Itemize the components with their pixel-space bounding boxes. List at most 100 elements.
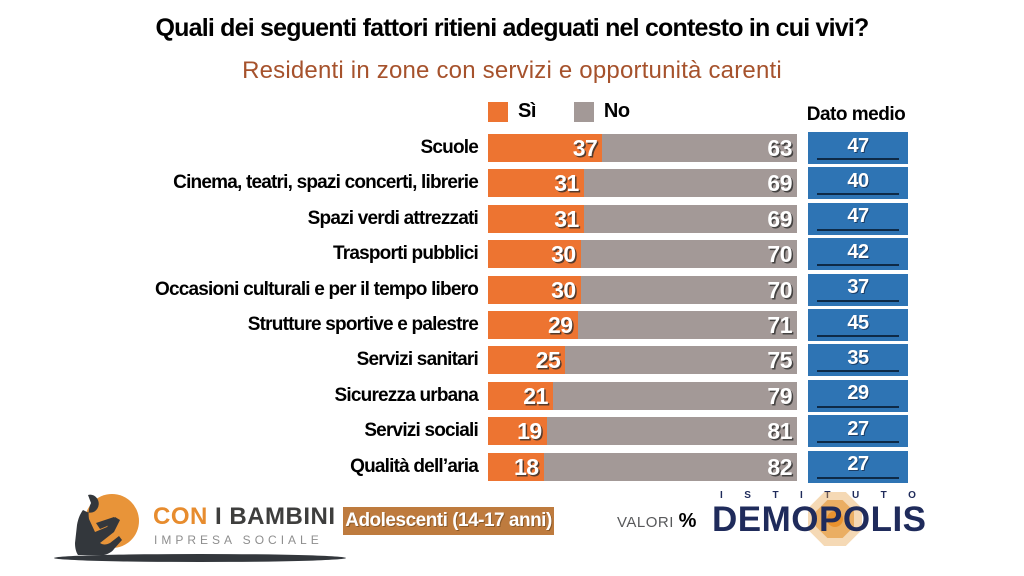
demopolis-istituto: ISTITUTO xyxy=(720,490,938,501)
no-value: 75 xyxy=(767,347,792,374)
bar-segment-si: 29 xyxy=(488,311,578,339)
dato-medio-box: 40 xyxy=(808,167,908,200)
dato-medio-underline xyxy=(817,228,899,231)
dato-medio-box: 42 xyxy=(808,238,908,271)
no-value: 69 xyxy=(767,170,792,197)
si-value: 30 xyxy=(551,276,576,303)
dato-medio-box: 45 xyxy=(808,309,908,341)
dato-medio-value: 27 xyxy=(847,417,869,440)
target-badge: Adolescenti (14-17 anni) xyxy=(343,507,554,535)
bar-segment-no: 81 xyxy=(546,417,797,446)
bar-segment-si: 21 xyxy=(488,381,553,410)
dato-medio-value: 37 xyxy=(847,276,869,299)
bar-segment-no: 75 xyxy=(565,346,797,375)
dato-medio-box: 27 xyxy=(808,450,908,483)
dato-medio-underline xyxy=(817,441,899,444)
bar-segment-si: 30 xyxy=(488,275,581,304)
category-label: Servizi sanitari xyxy=(356,349,479,371)
no-value: 71 xyxy=(767,312,792,338)
con-i-bambini-wordmark: CON I BAMBINI xyxy=(153,503,336,531)
dato-medio-value: 45 xyxy=(847,311,869,334)
dato-medio-value: 27 xyxy=(847,453,869,476)
legend-si-label: Sì xyxy=(518,100,536,122)
si-value: 31 xyxy=(554,170,579,197)
category-label: Servizi sociali xyxy=(364,420,478,442)
category-label: Sicurezza urbana xyxy=(334,384,479,406)
child-silhouette-icon xyxy=(75,494,122,555)
no-value: 81 xyxy=(767,418,792,445)
category-label: Occasioni culturali e per il tempo liber… xyxy=(154,278,479,300)
demopolis-logo: ISTITUTO DEMOPOLIS xyxy=(712,490,962,546)
page-title: Quali dei seguenti fattori ritieni adegu… xyxy=(155,14,870,42)
dato-medio-underline xyxy=(817,335,899,337)
si-value: 29 xyxy=(548,312,573,338)
si-value: 25 xyxy=(535,347,561,374)
si-value: 37 xyxy=(572,135,598,161)
si-value: 18 xyxy=(514,453,539,480)
dato-medio-underline xyxy=(817,158,899,160)
bar-segment-no: 71 xyxy=(577,311,797,339)
con-i-bambini-logo xyxy=(54,494,346,562)
si-value: 31 xyxy=(554,205,579,232)
bar-segment-si: 37 xyxy=(488,134,603,162)
subtitle: Residenti in zone con servizi e opportun… xyxy=(242,57,782,84)
bar-segment-si: 18 xyxy=(488,452,544,481)
stacked-bar: 21 79 xyxy=(488,381,797,410)
valori-label: VALORI % xyxy=(617,510,697,533)
stacked-bar: 37 63 xyxy=(488,134,797,162)
no-value: 70 xyxy=(767,276,792,303)
bar-segment-no: 69 xyxy=(583,204,797,233)
category-label: Scuole xyxy=(420,137,479,158)
bar-segment-no: 70 xyxy=(580,275,797,304)
dato-medio-value: 35 xyxy=(847,346,869,369)
si-value: 19 xyxy=(517,418,542,445)
legend-si-swatch-icon xyxy=(488,101,508,122)
bar-segment-no: 82 xyxy=(543,452,797,481)
dato-medio-box: 47 xyxy=(808,202,908,235)
dato-medio-box: 35 xyxy=(808,344,908,377)
dato-medio-underline xyxy=(817,299,899,302)
category-label: Strutture sportive e palestre xyxy=(247,314,479,335)
bar-segment-si: 31 xyxy=(488,204,584,233)
no-value: 69 xyxy=(767,205,792,232)
cib-word2: I BAMBINI xyxy=(215,503,336,530)
category-label: Spazi verdi attrezzati xyxy=(307,207,479,229)
dato-medio-value: 29 xyxy=(847,382,869,405)
category-label: Trasporti pubblici xyxy=(332,243,479,265)
no-value: 82 xyxy=(767,453,792,480)
stacked-bar: 29 71 xyxy=(488,311,797,339)
child-book-icon xyxy=(96,517,117,529)
no-value: 70 xyxy=(767,241,792,268)
no-value: 63 xyxy=(767,135,792,161)
dato-medio-value: 47 xyxy=(847,205,869,228)
dato-medio-box: 29 xyxy=(808,379,908,412)
no-value: 79 xyxy=(767,382,792,409)
category-label: Qualità dell’aria xyxy=(350,455,479,477)
dato-medio-underline xyxy=(817,370,899,373)
demopolis-name: DEMOPOLIS xyxy=(712,500,927,539)
category-label: Cinema, teatri, spazi concerti, librerie xyxy=(173,172,479,194)
valori-text: VALORI xyxy=(617,514,674,531)
stacked-bar: 19 81 xyxy=(488,417,797,446)
dato-medio-underline xyxy=(817,476,899,479)
bar-segment-si: 31 xyxy=(488,169,584,198)
bar-segment-no: 69 xyxy=(583,169,797,198)
si-value: 30 xyxy=(551,241,576,268)
stacked-bar: 30 70 xyxy=(488,240,797,269)
dato-medio-box: 27 xyxy=(808,415,908,448)
demopolis-emblem-icon xyxy=(808,492,862,546)
dato-medio-underline xyxy=(817,193,899,196)
logo-ground-icon xyxy=(54,554,346,562)
dato-medio-box: 47 xyxy=(808,132,908,164)
dato-medio-box: 37 xyxy=(808,273,908,306)
cib-word1: CON xyxy=(153,503,208,530)
legend-no-swatch-icon xyxy=(573,101,594,122)
bar-segment-no: 79 xyxy=(552,381,797,410)
stacked-bar: 25 75 xyxy=(488,346,797,375)
dato-medio-underline xyxy=(817,264,899,267)
dato-medio-value: 40 xyxy=(847,169,869,192)
stacked-bar: 18 82 xyxy=(488,452,797,481)
si-value: 21 xyxy=(523,382,548,409)
dato-medio-underline xyxy=(817,405,899,408)
